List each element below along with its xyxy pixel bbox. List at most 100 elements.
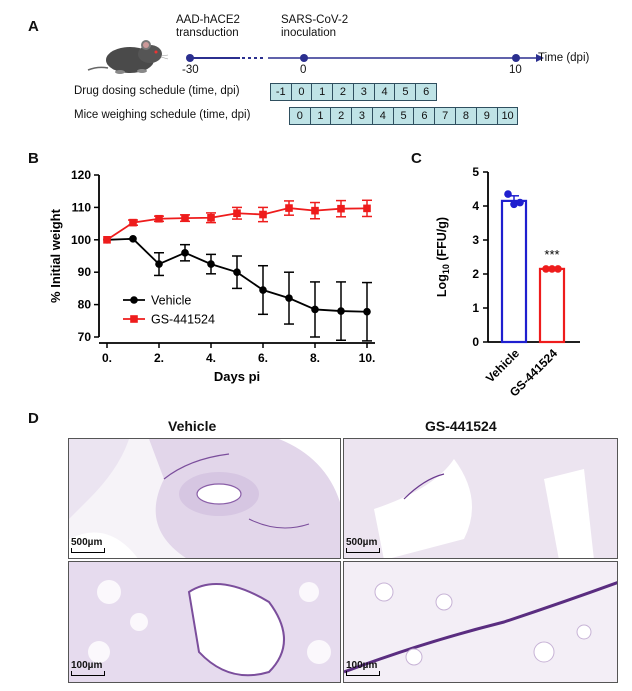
micrograph-gs441524-low-mag <box>343 438 618 559</box>
bar <box>538 267 566 344</box>
data-point <box>285 204 293 212</box>
weigh-day-cell: 8 <box>456 107 477 125</box>
drug-dosing-label: Drug dosing schedule (time, dpi) <box>74 85 240 97</box>
drug-day-cell: 2 <box>333 83 354 101</box>
bar <box>500 199 528 344</box>
data-point <box>207 213 215 222</box>
inoculation-label-line2: inoculation <box>281 27 336 39</box>
scale-bar-100um-left: 100µm <box>71 660 105 676</box>
y-tick-label: 1 <box>472 301 479 315</box>
inoculation-label: SARS-CoV-2 inoculation <box>281 14 348 40</box>
data-point <box>285 294 293 302</box>
inoculation-label-line1: SARS-CoV-2 <box>281 14 349 26</box>
weigh-day-cell: 9 <box>476 107 498 125</box>
data-point <box>181 214 189 222</box>
weigh-day-cell: 3 <box>352 107 373 125</box>
data-point <box>337 204 345 213</box>
x-tick-label: 10. <box>359 351 376 365</box>
data-point <box>542 265 550 273</box>
micrograph-gs441524-high-mag <box>343 561 618 683</box>
x-axis-label: Days pi <box>214 369 260 384</box>
scale-bar-500um-right-text: 500µm <box>346 537 378 548</box>
weighing-schedule: 0 1 2 3 4 5 6 7 8 9 10 <box>289 107 519 125</box>
data-point <box>363 307 371 316</box>
legend-marker <box>130 296 138 304</box>
data-point <box>363 204 371 213</box>
data-point <box>181 248 189 257</box>
tick-label-0: 0 <box>300 64 307 76</box>
data-point <box>207 260 215 268</box>
timeline-axis <box>186 54 544 62</box>
drug-day-cell: 3 <box>353 83 375 101</box>
scale-bar-500um-left: 500µm <box>71 537 105 553</box>
data-point <box>554 265 562 273</box>
weigh-day-cell: 4 <box>372 107 394 125</box>
weigh-day-cell: 2 <box>331 107 353 125</box>
data-point <box>337 307 345 315</box>
data-point <box>259 210 267 219</box>
weigh-day-cell: 5 <box>393 107 415 125</box>
data-point <box>504 190 512 198</box>
panel-b-letter: B <box>28 150 39 167</box>
transduction-label-line2: transduction <box>176 27 239 39</box>
transduction-label: AAD-hACE2 transduction <box>176 14 240 40</box>
micrograph-vehicle-low-mag <box>68 438 341 559</box>
legend-marker <box>130 315 138 323</box>
y-tick-label: 110 <box>72 200 92 214</box>
y-tick-label: 0 <box>472 335 479 349</box>
drug-day-cell: 5 <box>395 83 417 101</box>
legend-label: GS-441524 <box>151 313 215 327</box>
y-tick-label: 3 <box>472 233 479 247</box>
tick-label-10: 10 <box>509 64 522 76</box>
y-tick-label: 70 <box>78 330 92 344</box>
y-axis-label: Log10 (FFU/g) <box>435 217 451 297</box>
y-axis-label: % Initial weight <box>48 208 63 303</box>
drug-day-cell: -1 <box>270 83 292 101</box>
data-point <box>233 268 241 276</box>
gs441524-column-title: GS-441524 <box>425 418 497 434</box>
drug-day-cell: 0 <box>291 83 313 101</box>
mouse-illustration <box>87 40 169 74</box>
panel-c-letter: C <box>411 150 422 167</box>
x-tick-label: 4. <box>206 351 216 365</box>
tick-label-minus30: -30 <box>182 64 199 76</box>
panel-d-letter: D <box>28 410 39 427</box>
y-tick-label: 100 <box>71 233 91 247</box>
drug-day-cell: 4 <box>374 83 396 101</box>
micrograph-vehicle-high-mag <box>68 561 341 683</box>
y-tick-label: 5 <box>472 165 479 179</box>
drug-dosing-schedule: -1 0 1 2 3 4 5 6 <box>270 83 438 101</box>
time-axis-label: Time (dpi) <box>538 52 590 64</box>
data-point <box>259 286 267 294</box>
y-tick-label: 2 <box>472 267 479 281</box>
y-tick-label: 90 <box>78 265 92 279</box>
scale-bar-500um-right: 500µm <box>346 537 380 553</box>
scale-bar-100um-left-text: 100µm <box>71 660 103 671</box>
data-point <box>129 235 137 243</box>
data-point <box>103 236 111 244</box>
data-point <box>155 260 163 268</box>
scale-bar-100um-right: 100µm <box>346 660 380 676</box>
x-tick-label: 2. <box>154 351 164 365</box>
weigh-day-cell: 1 <box>310 107 332 125</box>
x-tick-label: 6. <box>258 351 268 365</box>
x-tick-label: 0. <box>102 351 112 365</box>
y-tick-label: 80 <box>78 298 92 312</box>
data-point <box>129 218 137 227</box>
data-point <box>155 214 163 223</box>
data-point <box>516 198 524 207</box>
scale-bar-100um-right-text: 100µm <box>346 660 378 671</box>
weighing-label: Mice weighing schedule (time, dpi) <box>74 109 251 121</box>
transduction-label-line1: AAD-hACE2 <box>176 14 240 26</box>
weigh-day-cell: 10 <box>497 107 519 125</box>
vehicle-column-title: Vehicle <box>168 418 217 434</box>
x-tick-label: 8. <box>310 351 320 365</box>
data-point <box>548 265 556 273</box>
scale-bar-500um-left-text: 500µm <box>71 537 103 548</box>
y-tick-label: 120 <box>71 168 91 182</box>
legend-label: Vehicle <box>151 294 191 308</box>
data-point <box>311 305 319 314</box>
weight-line-chart: 70 80 90 100 110 120 0. 2. 4. 6. 8. 10. Days pi % Ini… <box>48 168 376 384</box>
drug-day-cell: 6 <box>416 83 438 101</box>
